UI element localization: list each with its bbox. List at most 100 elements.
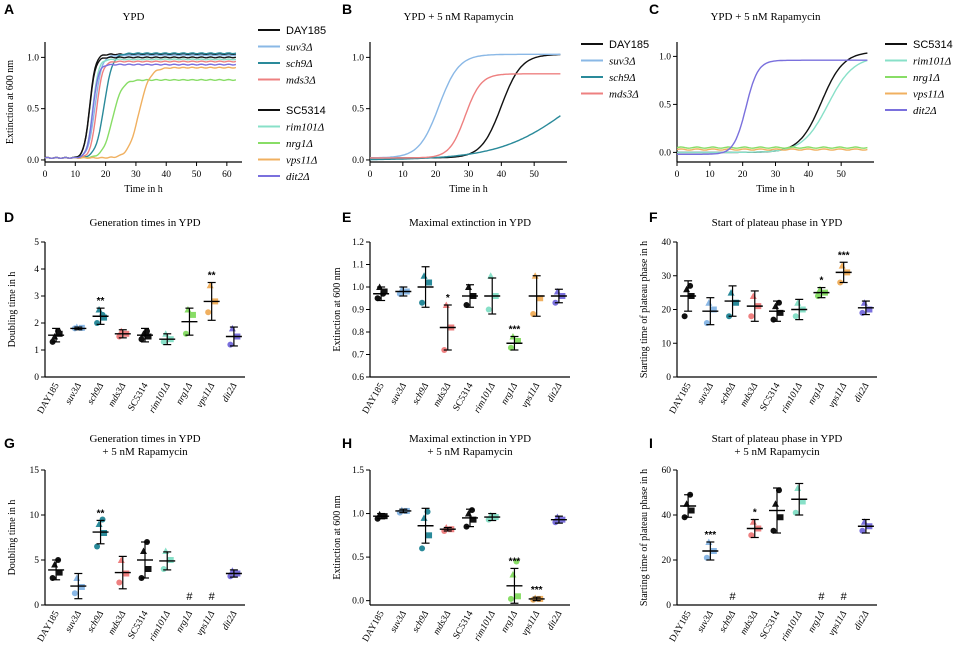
legend-label: vps11Δ (913, 89, 944, 101)
category-label: sch9Δ (86, 609, 106, 634)
no-growth-marker: # (729, 591, 736, 603)
panel-label: I (649, 435, 653, 451)
data-point (101, 530, 108, 536)
data-point (792, 509, 799, 516)
data-point (78, 584, 85, 590)
category-label: SC5314 (759, 381, 783, 413)
category-label: nrg1Δ (807, 609, 827, 634)
legend-label: dit2Δ (286, 171, 310, 183)
chart-subtitle: + 5 nM Rapamycin (427, 446, 513, 458)
y-tick-label: 0.6 (352, 373, 364, 383)
category-label: DAY185 (361, 609, 387, 644)
data-point (138, 336, 145, 343)
series-line-mds3Δ (370, 73, 561, 159)
panel-b: B YPD + 5 nM Rapamycin 0.0 0.5 1.0 0 10 20 30 40 5… (342, 1, 649, 195)
x-tick-label: 10 (705, 170, 715, 180)
data-point (182, 330, 189, 337)
category-label: dit2Δ (853, 381, 872, 404)
y-tick-label: 2 (34, 319, 39, 329)
data-point (419, 545, 426, 552)
x-axis-label: Time in h (756, 184, 795, 195)
y-tick-label: 5 (34, 238, 39, 248)
x-tick-label: 30 (131, 170, 141, 180)
no-growth-marker: # (186, 591, 193, 603)
y-axis-label: Starting time of plateau phase in h (639, 469, 650, 606)
category-label: SC5314 (759, 609, 783, 641)
data-point (145, 566, 152, 572)
chart-title: Generation times in YPD (89, 217, 200, 229)
chart-title: Maximal extinction in YPD (409, 217, 531, 229)
x-axis-label: Time in h (449, 184, 488, 195)
y-tick-label: 10 (662, 339, 672, 349)
category-label: dit2Δ (546, 381, 565, 404)
category-label: vps11Δ (195, 609, 217, 638)
panel-label: F (649, 209, 658, 225)
data-point (189, 311, 196, 318)
category-label: suv3Δ (389, 381, 409, 406)
legend-label: suv3Δ (609, 56, 636, 68)
category-label: rim101Δ (780, 609, 805, 643)
panel-label: C (649, 1, 659, 17)
data-point (688, 507, 695, 514)
category-label: mds3Δ (107, 381, 129, 409)
category-label: suv3Δ (696, 381, 716, 406)
y-tick-label: 0.0 (352, 156, 364, 166)
chart-subtitle: + 5 nM Rapamycin (734, 446, 820, 458)
x-tick-label: 30 (464, 170, 474, 180)
significance-label: *** (509, 556, 521, 567)
panel-label: B (342, 1, 352, 17)
y-tick-label: 15 (30, 466, 40, 476)
category-label: nrg1Δ (500, 609, 520, 634)
data-point (116, 579, 123, 586)
data-point (117, 556, 125, 563)
data-point (184, 306, 192, 313)
data-point (681, 313, 688, 320)
data-point (94, 320, 101, 326)
significance-label: * (446, 293, 450, 304)
legend-label: SC5314 (913, 39, 953, 51)
x-tick-label: 20 (101, 170, 111, 180)
x-tick-label: 50 (192, 170, 202, 180)
x-tick-label: 40 (497, 170, 507, 180)
category-label: DAY185 (361, 381, 387, 416)
data-point (228, 324, 236, 332)
data-point (145, 333, 152, 340)
y-tick-label: 0.5 (27, 105, 39, 115)
no-growth-marker: # (841, 591, 848, 603)
chart-subtitle: + 5 nM Rapamycin (102, 446, 188, 458)
data-point (56, 330, 63, 337)
data-point (777, 514, 784, 521)
category-label: dit2Δ (853, 609, 872, 632)
y-tick-label: 1.0 (352, 283, 364, 293)
data-point (770, 527, 777, 534)
y-tick-label: 1.0 (352, 53, 364, 63)
series-line-nrg1Δ (676, 146, 868, 149)
data-point (73, 574, 81, 581)
y-axis-label: Extinction at 600 nm (332, 267, 343, 351)
category-label: sch9Δ (411, 381, 431, 406)
category-label: SC5314 (452, 381, 476, 413)
panel-f: F Start of plateau phase in YPD 0 10 20 30 40 S… (639, 209, 877, 416)
data-point (374, 295, 381, 302)
data-point (426, 279, 433, 286)
no-growth-marker: # (209, 591, 216, 603)
y-tick-label: 30 (662, 272, 672, 282)
y-axis-label: Extinction at 600 nm (332, 495, 343, 579)
data-point (727, 289, 735, 296)
chart-title: YPD + 5 nM Rapamycin (403, 11, 514, 23)
data-point (140, 547, 147, 554)
significance-label: * (753, 508, 757, 519)
x-tick-label: 0 (368, 170, 373, 180)
category-label: DAY185 (668, 609, 694, 644)
series-line-nrg1Δ (44, 78, 237, 160)
panel-d: D Generation times in YPD 0 1 2 3 4 5 Doubling t… (4, 209, 245, 416)
y-tick-label: 0.0 (27, 156, 39, 166)
panel-h: H Maximal extinction in YPD+ 5 nM Rapamyc… (332, 433, 570, 644)
chart-title: YPD (122, 11, 144, 23)
significance-label: ** (97, 296, 105, 307)
data-point (552, 519, 559, 526)
category-label: rim101Δ (148, 381, 173, 415)
y-tick-label: 1 (34, 346, 39, 356)
x-tick-label: 0 (43, 170, 48, 180)
